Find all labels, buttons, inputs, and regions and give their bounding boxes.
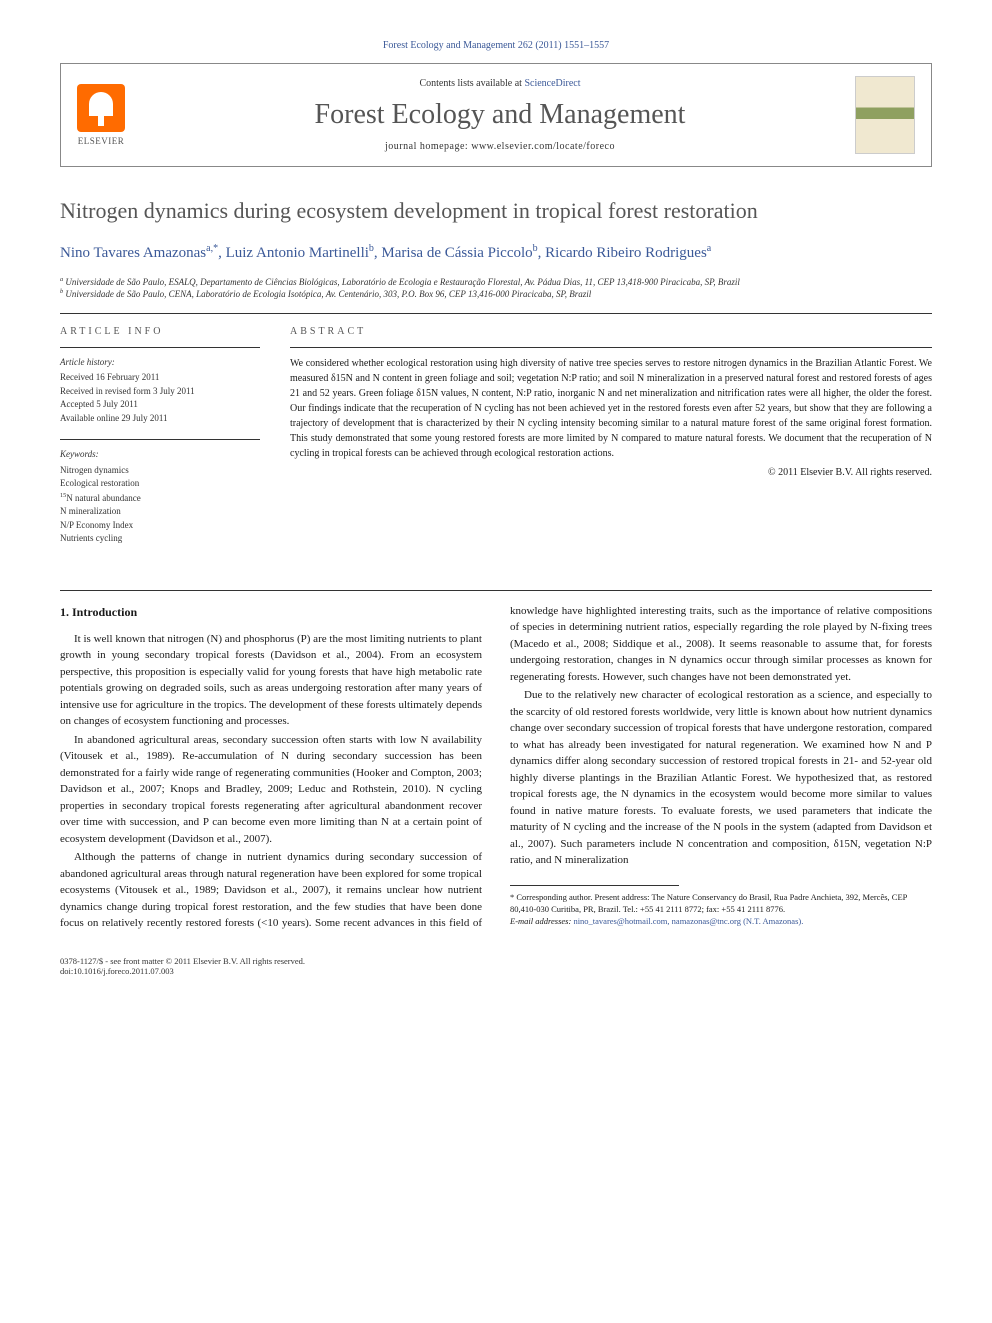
abstract-copyright: © 2011 Elsevier B.V. All rights reserved… (290, 465, 932, 480)
journal-reference-line: Forest Ecology and Management 262 (2011)… (60, 40, 932, 51)
abstract-label: ABSTRACT (290, 326, 932, 337)
contents-prefix: Contents lists available at (419, 78, 524, 89)
page-footer: 0378-1127/$ - see front matter © 2011 El… (60, 956, 932, 976)
homepage-url[interactable]: www.elsevier.com/locate/foreco (471, 141, 615, 152)
affiliation: b Universidade de São Paulo, CENA, Labor… (60, 288, 932, 301)
keyword: Ecological restoration (60, 477, 260, 491)
author[interactable]: Ricardo Ribeiro Rodriguesa (545, 245, 711, 261)
history-item: Accepted 5 July 2011 (60, 398, 260, 412)
article-title: Nitrogen dynamics during ecosystem devel… (60, 197, 932, 226)
author-list: Nino Tavares Amazonasa,*, Luiz Antonio M… (60, 242, 932, 264)
elsevier-tree-icon (77, 84, 125, 132)
keywords-heading: Keywords: (60, 448, 260, 462)
history-item: Received in revised form 3 July 2011 (60, 385, 260, 399)
author[interactable]: Luiz Antonio Martinellib (226, 245, 374, 261)
article-info-label: ARTICLE INFO (60, 326, 260, 337)
journal-name: Forest Ecology and Management (145, 99, 855, 131)
affiliation: a Universidade de São Paulo, ESALQ, Depa… (60, 276, 932, 289)
article-body: 1. Introduction It is well known that ni… (60, 603, 932, 932)
history-item: Available online 29 July 2011 (60, 412, 260, 426)
section-heading: 1. Introduction (60, 603, 482, 621)
journal-homepage-line: journal homepage: www.elsevier.com/locat… (145, 141, 855, 152)
homepage-label: journal homepage: (385, 141, 471, 152)
email-label: E-mail addresses: (510, 916, 571, 926)
abstract-text: We considered whether ecological restora… (290, 347, 932, 480)
doi-line[interactable]: doi:10.1016/j.foreco.2011.07.003 (60, 966, 932, 976)
contents-available-line: Contents lists available at ScienceDirec… (145, 78, 855, 89)
divider (60, 313, 932, 314)
elsevier-logo: ELSEVIER (77, 84, 125, 146)
author-email[interactable]: nino_tavares@hotmail.com, namazonas@tnc.… (573, 916, 803, 926)
corresponding-author-footnote: * Corresponding author. Present address:… (510, 892, 932, 928)
journal-cover-thumbnail (855, 76, 915, 154)
history-heading: Article history: (60, 356, 260, 370)
keywords-block: Keywords: Nitrogen dynamics Ecological r… (60, 439, 260, 546)
keyword: Nutrients cycling (60, 532, 260, 546)
front-matter-line: 0378-1127/$ - see front matter © 2011 El… (60, 956, 932, 966)
history-item: Received 16 February 2011 (60, 371, 260, 385)
footnote-separator (510, 885, 679, 886)
keyword: N/P Economy Index (60, 519, 260, 533)
author[interactable]: Marisa de Cássia Piccolob (381, 245, 537, 261)
article-history-block: Article history: Received 16 February 20… (60, 347, 260, 426)
sciencedirect-link[interactable]: ScienceDirect (524, 78, 580, 89)
journal-header-box: ELSEVIER Contents lists available at Sci… (60, 63, 932, 167)
affiliations: a Universidade de São Paulo, ESALQ, Depa… (60, 276, 932, 301)
divider (60, 590, 932, 591)
keyword: Nitrogen dynamics (60, 464, 260, 478)
author[interactable]: Nino Tavares Amazonasa,* (60, 245, 218, 261)
article-info-sidebar: ARTICLE INFO Article history: Received 1… (60, 326, 260, 560)
keyword: N mineralization (60, 505, 260, 519)
body-paragraph: It is well known that nitrogen (N) and p… (60, 631, 482, 730)
elsevier-label: ELSEVIER (78, 136, 125, 146)
body-paragraph: Due to the relatively new character of e… (510, 687, 932, 869)
abstract-column: ABSTRACT We considered whether ecologica… (290, 326, 932, 560)
keyword: 15N natural abundance (60, 491, 260, 506)
body-paragraph: In abandoned agricultural areas, seconda… (60, 732, 482, 848)
